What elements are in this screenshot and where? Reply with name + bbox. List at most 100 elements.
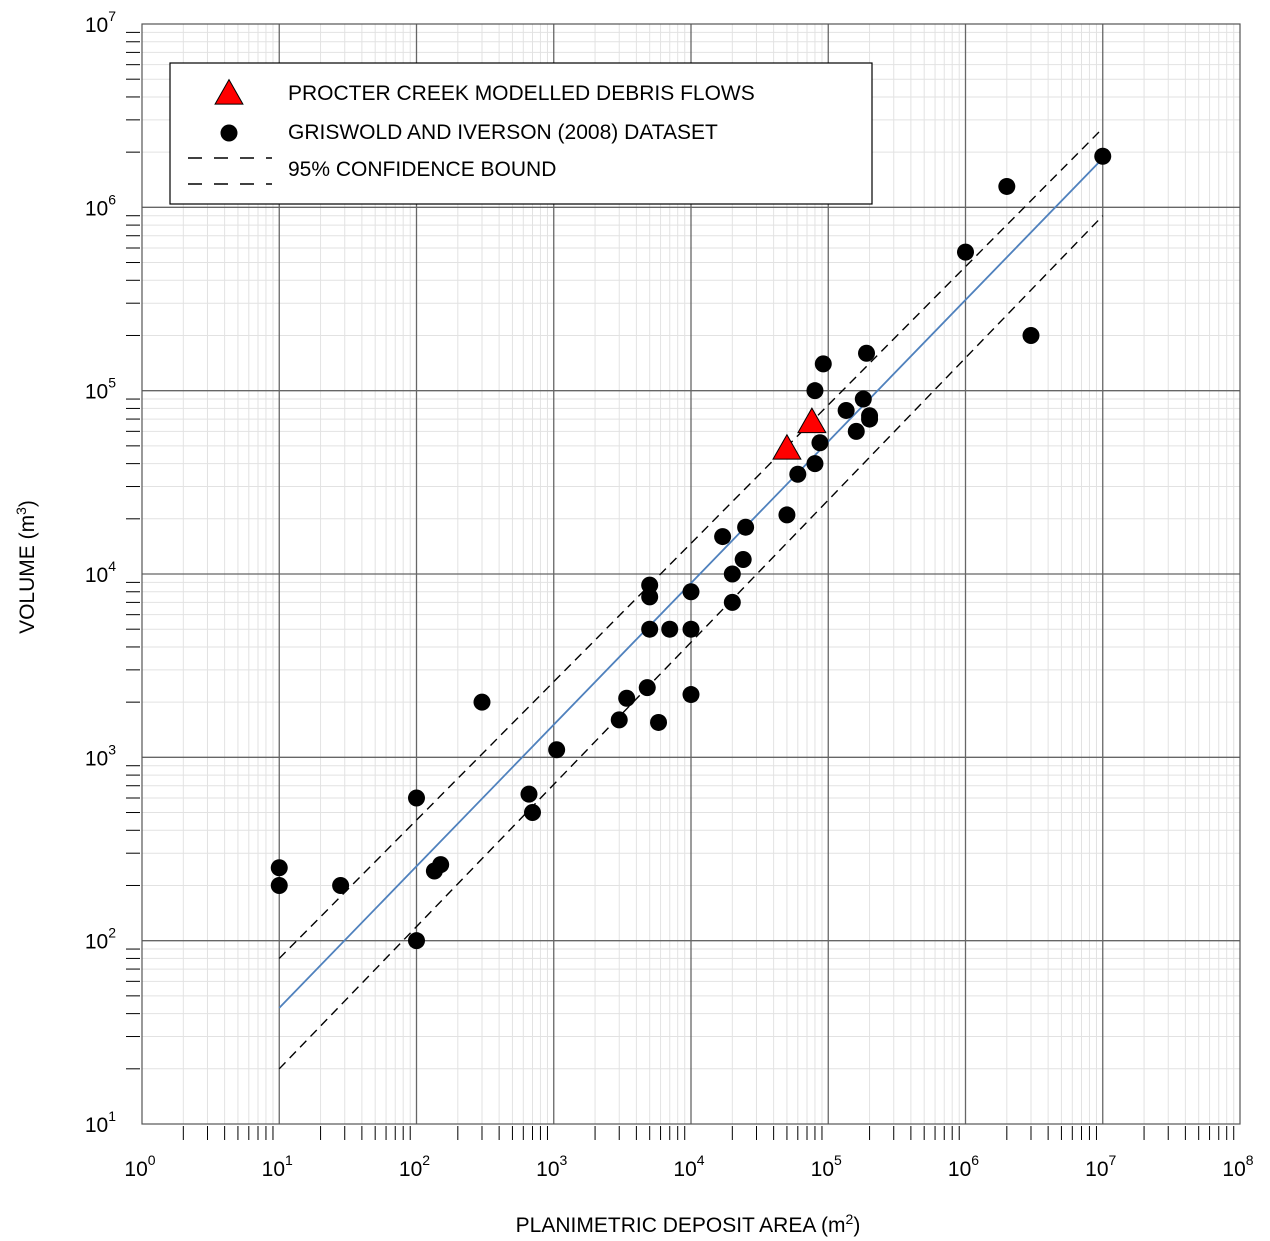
data-points [270,147,1112,950]
y-tick-base: 10 [85,381,108,404]
x-tick-exponent: 4 [697,1152,705,1168]
dataset-point [723,565,741,583]
dataset-point [814,355,832,373]
y-tick-label: 103 [85,741,116,770]
dataset-point [641,588,659,606]
x-tick-exponent: 0 [148,1152,156,1168]
x-tick-label: 100 [124,1152,155,1181]
dataset-point [789,465,807,483]
dataset-point [723,593,741,611]
y-tick-base: 10 [85,14,108,37]
x-tick-label: 104 [673,1152,704,1181]
x-tick-label: 107 [1085,1152,1116,1181]
x-tick-label: 102 [399,1152,430,1181]
dataset-point [332,876,350,894]
x-tick-exponent: 6 [971,1152,979,1168]
y-tick-base: 10 [85,747,108,770]
dataset-point [858,344,876,362]
x-tick-label: 105 [811,1152,842,1181]
dataset-point [523,804,541,822]
dataset-point [610,711,628,729]
dataset-point [408,932,425,950]
dataset-point [714,528,732,546]
legend-label: 95% CONFIDENCE BOUND [288,158,556,181]
y-tick-label: 104 [85,558,116,587]
dataset-point [638,679,656,697]
x-tick-base: 10 [1085,1158,1108,1181]
dataset-point [618,689,636,707]
dataset-point [408,789,425,807]
y-tick-base: 10 [85,931,108,954]
dataset-point [473,693,491,711]
x-tick-label: 106 [948,1152,979,1181]
y-tick-exponent: 3 [108,741,116,757]
dataset-point [270,876,288,894]
y-tick-label: 102 [85,925,116,954]
legend-label: PROCTER CREEK MODELLED DEBRIS FLOWS [288,82,755,105]
modelled-debris-flow-point [772,433,802,460]
dataset-point [861,410,879,428]
legend-label: GRISWOLD AND IVERSON (2008) DATASET [288,121,718,144]
dataset-point [806,455,824,473]
y-axis-label-end: ) [16,500,39,507]
legend-triangle-marker [214,78,244,105]
dataset-point [641,576,659,594]
x-tick-base: 10 [673,1158,696,1181]
dataset-point [650,713,668,731]
x-tick-base: 10 [948,1158,971,1181]
plot-frame [141,23,1241,1125]
fit-lines [278,127,1104,1070]
y-axis-label: VOLUME (m3) [13,500,39,634]
dataset-point [847,422,865,440]
x-axis-label-sup: 2 [846,1211,854,1227]
regression-line [278,157,1104,1009]
modelled-debris-flow-point [797,407,827,434]
y-tick-label: 105 [85,375,116,404]
x-tick-base: 10 [399,1158,422,1181]
x-tick-exponent: 8 [1246,1152,1254,1168]
dataset-point [432,856,450,874]
legend-box [169,62,873,205]
x-tick-base: 10 [1222,1158,1245,1181]
dataset-point [734,550,752,568]
x-axis-ticks: 100 101 102 103 104 105 106 107 108 [124,1126,1254,1181]
dataset-point [548,741,566,759]
y-axis-label-text: VOLUME (m [16,515,39,634]
dataset-point [737,518,755,536]
y-tick-exponent: 1 [108,1108,116,1124]
x-tick-label: 103 [536,1152,567,1181]
legend: PROCTER CREEK MODELLED DEBRIS FLOWS GRISW… [169,62,873,205]
x-tick-base: 10 [124,1158,147,1181]
dataset-point [641,620,659,638]
axis-labels: PLANIMETRIC DEPOSIT AREA (m2)VOLUME (m3) [13,500,860,1237]
x-tick-exponent: 7 [1109,1152,1117,1168]
x-tick-exponent: 5 [834,1152,842,1168]
y-tick-label: 107 [85,8,116,37]
dataset-point [778,506,796,524]
dataset-point [1094,147,1112,165]
dataset-point [1022,326,1040,344]
y-tick-exponent: 7 [108,8,116,24]
dataset-point [520,785,538,803]
dataset-point [661,620,679,638]
dataset-point [854,390,872,408]
x-tick-label: 108 [1222,1152,1253,1181]
dataset-point [811,434,829,452]
legend-circle-marker [220,124,238,142]
dataset-point [806,382,824,400]
x-tick-exponent: 1 [285,1152,293,1168]
dataset-point [270,859,288,877]
y-tick-exponent: 2 [108,925,116,941]
x-tick-exponent: 2 [422,1152,430,1168]
y-tick-label: 101 [85,1108,116,1137]
y-tick-exponent: 6 [108,191,116,207]
x-axis-label-end: ) [853,1214,860,1237]
x-tick-base: 10 [536,1158,559,1181]
dataset-point [837,401,855,419]
x-tick-base: 10 [262,1158,285,1181]
dataset-point [682,686,700,704]
dataset-point [682,620,700,638]
y-axis-label-sup: 3 [13,507,29,515]
x-tick-label: 101 [262,1152,293,1181]
